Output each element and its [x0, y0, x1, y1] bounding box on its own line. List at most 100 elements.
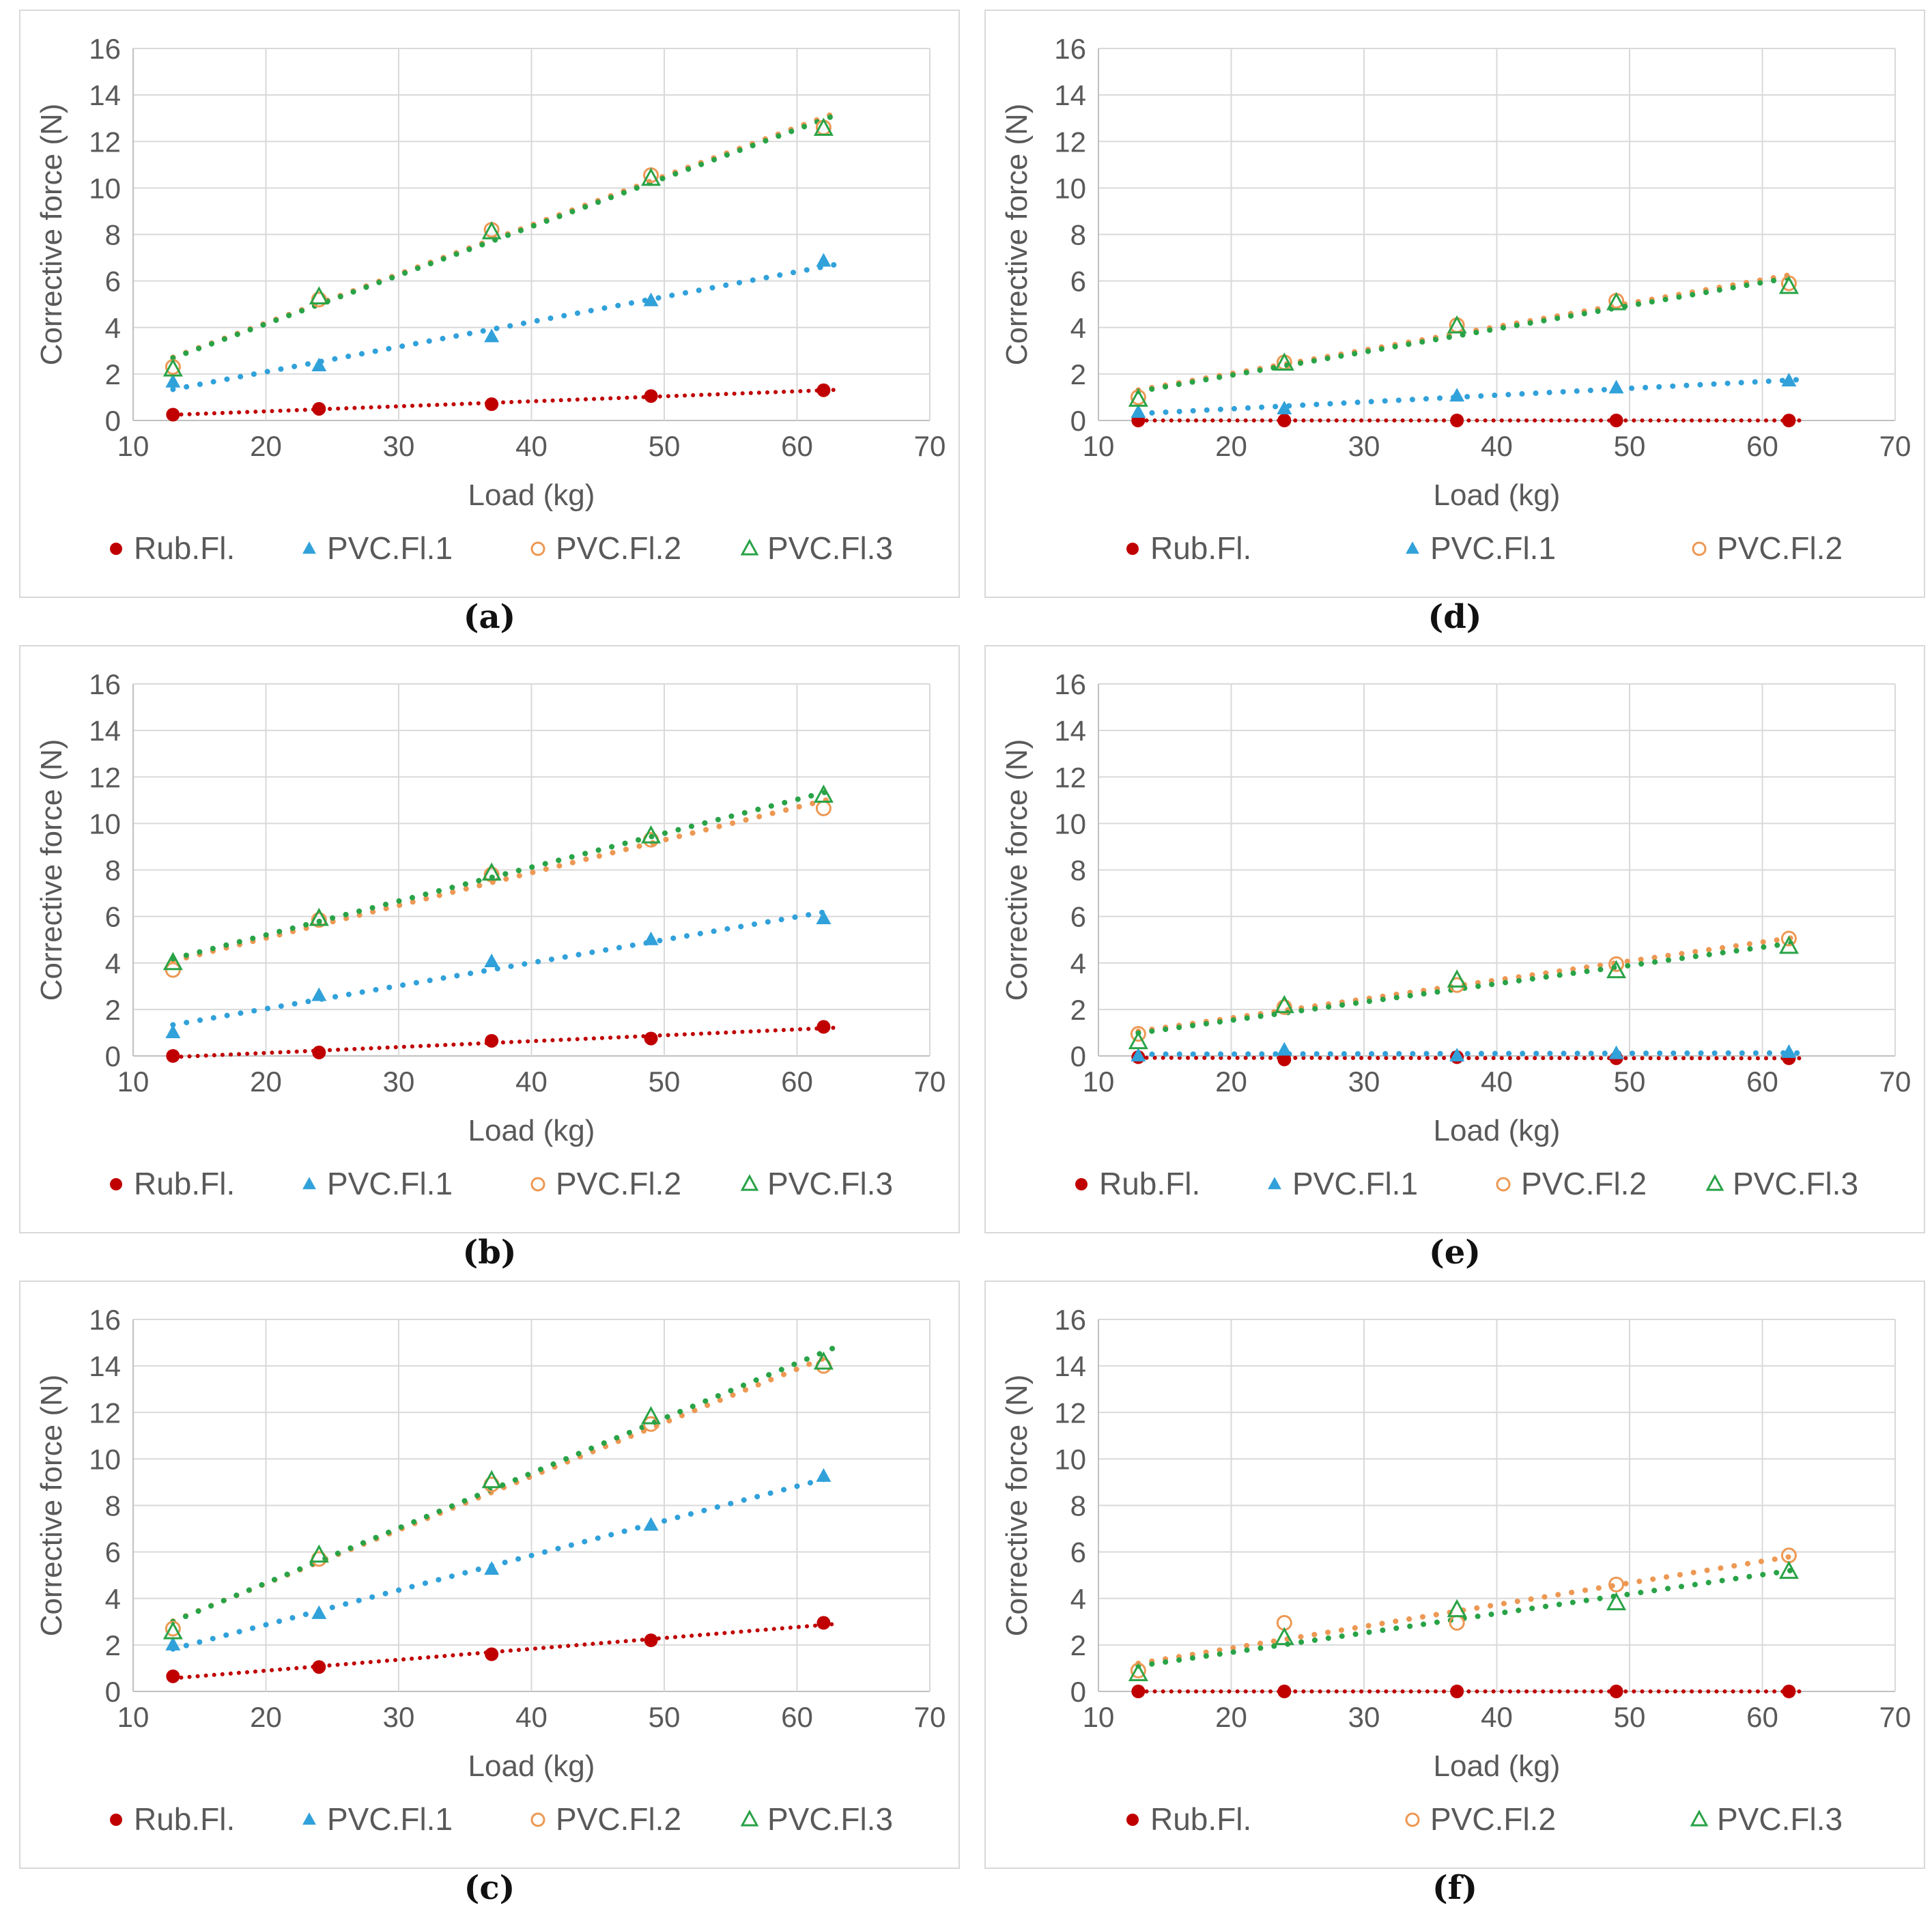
trendline: [1135, 1552, 1802, 1666]
data-point-open-triangle: [813, 784, 834, 803]
x-tick-label: 20: [1215, 1701, 1247, 1733]
data-point-filled-triangle: [302, 1177, 316, 1190]
data-point-open-triangle: [740, 1174, 759, 1191]
data-point-filled-triangle: [311, 987, 327, 1001]
y-tick-label: 0: [1070, 405, 1086, 437]
data-point-open-circle: [1449, 1615, 1465, 1631]
y-tick-label: 4: [105, 947, 121, 980]
data-point-filled-circle: [1075, 1178, 1088, 1190]
data-point-filled-circle: [110, 1178, 122, 1190]
y-axis-title: Corrective force (N): [1000, 739, 1034, 1001]
data-point-filled-triangle: [643, 292, 659, 306]
legend-label: PVC.Fl.2: [556, 1801, 681, 1837]
x-tick-label: 50: [1614, 1066, 1646, 1098]
data-point-filled-circle: [1609, 1685, 1623, 1698]
x-tick-label: 20: [1215, 430, 1247, 462]
chart-e-canvas: 0 2 4 6 8 10 12 14 16 10 20 30 40 50 60 70 Load (kg) Corr…: [1000, 668, 1911, 1201]
data-point-filled-circle: [312, 401, 326, 416]
trendline: [170, 113, 837, 361]
y-tick-label: 10: [1054, 807, 1086, 840]
data-point-open-triangle: [1447, 315, 1467, 334]
y-tick-label: 4: [1070, 947, 1086, 980]
data-point-open-triangle: [740, 1810, 759, 1827]
legend-label: PVC.Fl.2: [556, 1166, 681, 1201]
data-point-open-triangle: [1128, 1663, 1148, 1681]
data-point-open-triangle: [1606, 291, 1627, 311]
y-tick-label: 6: [1070, 901, 1086, 933]
data-point-filled-circle: [1277, 414, 1292, 427]
trendline: [170, 1474, 837, 1652]
data-point-filled-circle: [644, 1031, 658, 1046]
data-point-filled-circle: [166, 1049, 180, 1063]
data-point-open-circle: [530, 541, 545, 556]
data-point-filled-triangle: [1781, 1044, 1797, 1058]
y-tick-label: 6: [1070, 1536, 1086, 1569]
x-tick-label: 70: [914, 1701, 946, 1733]
legend-label: Rub.Fl.: [134, 1801, 235, 1837]
data-points: [1128, 930, 1799, 1067]
data-point-open-circle: [483, 866, 500, 883]
data-point-filled-circle: [1609, 414, 1623, 427]
x-tick-label: 30: [1348, 1701, 1380, 1733]
data-points: [162, 117, 834, 422]
data-point-open-triangle: [309, 286, 329, 304]
y-tick-label: 14: [1054, 715, 1086, 747]
x-tick-label: 20: [250, 1066, 282, 1098]
legend: Rub.Fl. PVC.Fl.1 PVC.Fl.2 PVC.Fl.3: [110, 1166, 893, 1201]
data-point-filled-circle: [1131, 1685, 1146, 1698]
data-point-open-circle: [1405, 1812, 1420, 1827]
chart-d-caption: (d): [1427, 598, 1482, 636]
legend-label: PVC.Fl.2: [1430, 1801, 1556, 1837]
data-point-filled-triangle: [1131, 1048, 1146, 1061]
data-point-filled-triangle: [1608, 1045, 1624, 1059]
trendline: [170, 795, 837, 964]
y-axis-title: Corrective force (N): [35, 739, 68, 1001]
legend-label: Rub.Fl.: [134, 530, 235, 566]
data-point-filled-circle: [1782, 414, 1796, 427]
legend-label: Rub.Fl.: [1099, 1166, 1200, 1201]
y-tick-label: 16: [1054, 1304, 1086, 1336]
y-tick-label: 8: [105, 855, 121, 887]
data-point-filled-circle: [816, 1616, 831, 1630]
x-axis-title: Load (kg): [1434, 1749, 1561, 1783]
trendline: [1135, 1050, 1802, 1057]
data-point-filled-triangle: [643, 931, 659, 945]
legend-label: PVC.Fl.3: [767, 1166, 893, 1201]
y-tick-label: 14: [1054, 1350, 1086, 1382]
x-tick-label: 40: [1481, 1701, 1513, 1733]
trendline: [1135, 934, 1802, 1034]
data-point-filled-triangle: [165, 1024, 181, 1038]
x-tick-label: 50: [649, 430, 681, 462]
data-point-open-triangle: [1705, 1174, 1724, 1191]
data-point-open-triangle: [1778, 935, 1799, 954]
trendline: [170, 1345, 837, 1625]
y-tick-label: 10: [89, 807, 121, 840]
data-point-open-triangle: [309, 1544, 329, 1563]
chart-a-canvas: 0 2 4 6 8 10 12 14 16 10 20 30 40 50 60 70 Load (kg) Corr…: [35, 33, 946, 566]
tick-labels: 0 2 4 6 8 10 12 14 16 10 20 30 40 50 60 70: [89, 1304, 946, 1733]
chart-b-canvas: 0 2 4 6 8 10 12 14 16 10 20 30 40 50 60 70 Load (kg) Corr…: [35, 668, 946, 1201]
data-point-filled-circle: [1277, 1685, 1292, 1698]
x-tick-label: 10: [117, 1701, 150, 1733]
data-point-open-triangle: [1274, 995, 1294, 1014]
y-tick-label: 10: [1054, 1443, 1086, 1475]
chart-f-caption: (f): [1432, 1869, 1478, 1907]
data-point-filled-triangle: [1277, 400, 1292, 414]
data-point-filled-circle: [312, 1045, 326, 1059]
x-tick-label: 60: [781, 1066, 813, 1098]
chart-d-frame: 0 2 4 6 8 10 12 14 16 10 20 30 40 50 60 70 Load (kg) Corr…: [984, 10, 1925, 598]
x-tick-label: 60: [1746, 1066, 1778, 1098]
data-point-open-triangle: [641, 825, 662, 844]
data-point-filled-circle: [166, 407, 180, 422]
y-tick-label: 12: [1054, 1397, 1086, 1429]
trendlines: [1135, 934, 1802, 1061]
x-tick-label: 30: [383, 1066, 415, 1098]
gridlines: [1098, 683, 1896, 1057]
legend-label: PVC.Fl.3: [1717, 1801, 1843, 1837]
trendline: [1135, 273, 1802, 395]
data-point-filled-triangle: [311, 357, 327, 371]
data-point-filled-triangle: [643, 1517, 659, 1531]
tick-labels: 0 2 4 6 8 10 12 14 16 10 20 30 40 50 60 70: [89, 33, 946, 462]
legend-label: PVC.Fl.2: [556, 530, 681, 566]
legend: Rub.Fl. PVC.Fl.1 PVC.Fl.2 PVC.Fl.3: [110, 1801, 893, 1837]
